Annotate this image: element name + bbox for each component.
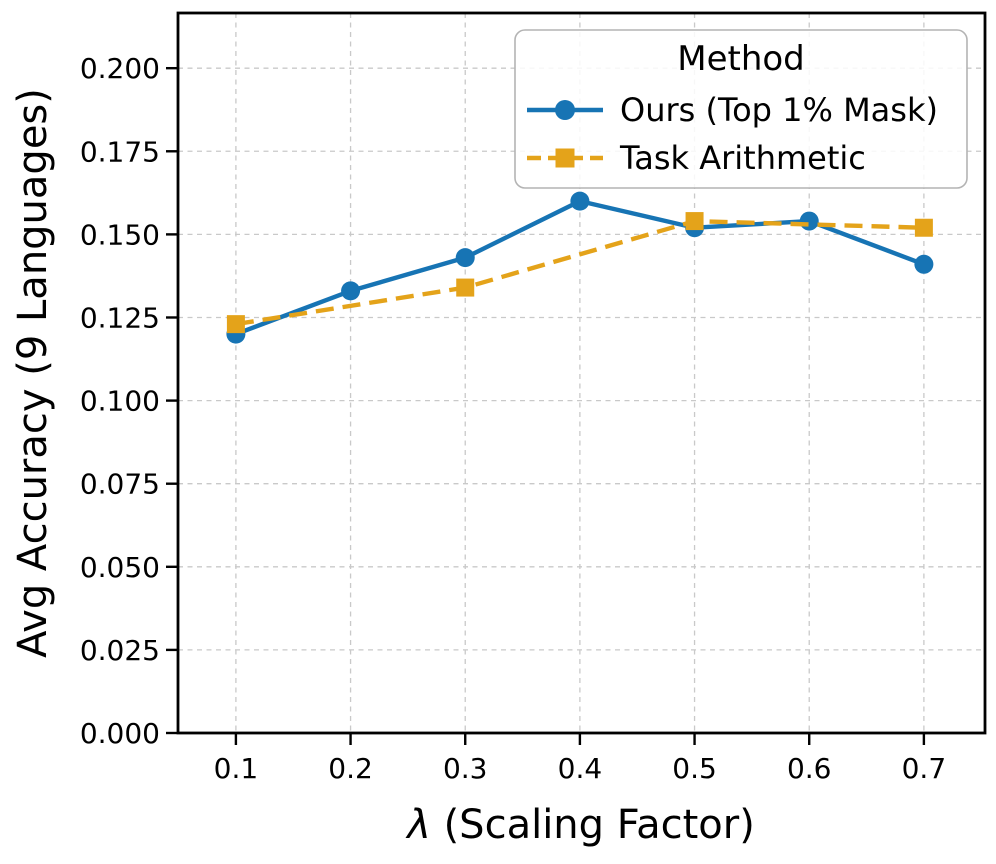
y-tick-label: 0.150 — [80, 218, 160, 251]
data-point-ours-top-1-mask — [455, 248, 475, 268]
x-tick-label: 0.2 — [328, 752, 373, 785]
y-tick-label: 0.075 — [80, 468, 160, 501]
series-line-ours-top-1-mask — [235, 198, 925, 337]
data-point-task-arithmetic — [456, 278, 475, 297]
plot-border — [176, 11, 987, 735]
data-point-ours-top-1-mask — [341, 281, 361, 301]
grid-layer — [178, 13, 985, 734]
data-point-ours-top-1-mask — [799, 211, 819, 231]
axis-layer: 0.1 0.2 0.3 0.4 0.5 0.6 0.7 0.000 0.025 0.050 0.07… — [80, 11, 987, 785]
data-point-task-arithmetic — [914, 218, 933, 237]
y-tick-label: 0.050 — [80, 551, 160, 584]
x-tick-label: 0.1 — [214, 752, 259, 785]
y-tick-label: 0.025 — [80, 634, 160, 667]
series-line-task-arithmetic — [235, 218, 924, 327]
legend-layer: Ours (Top 1% Mask) Task Arithmetic — [514, 29, 968, 189]
legend-item-label-ours-top-1-mask: Ours (Top 1% Mask) — [620, 91, 938, 129]
series-layer — [226, 191, 934, 344]
data-point-task-arithmetic — [685, 212, 704, 231]
x-tick-label: 0.7 — [902, 752, 947, 785]
y-tick-label: 0.100 — [80, 385, 160, 418]
legend-marker-task-arithmetic — [555, 148, 575, 168]
y-tick-label: 0.200 — [80, 52, 160, 85]
legend-marker-ours-top-1-mask — [555, 100, 575, 120]
y-tick-label: 0.000 — [80, 717, 160, 750]
data-point-task-arithmetic — [226, 315, 245, 334]
y-axis-label: Avg Accuracy (9 Languages) — [10, 88, 56, 658]
x-tick-label: 0.4 — [558, 752, 603, 785]
legend-item-label-task-arithmetic: Task Arithmetic — [619, 139, 866, 177]
x-tick-label: 0.6 — [787, 752, 832, 785]
y-tick-label: 0.125 — [80, 301, 160, 334]
x-axis-label: λ (Scaling Factor) — [405, 802, 755, 848]
legend-box — [514, 29, 968, 189]
legend-title: Method — [677, 39, 805, 79]
x-tick-label: 0.3 — [443, 752, 488, 785]
x-tick-label: 0.5 — [672, 752, 717, 785]
data-point-ours-top-1-mask — [914, 254, 934, 274]
lambda-symbol: λ — [405, 802, 431, 848]
data-point-ours-top-1-mask — [570, 191, 590, 211]
x-axis-label-rest: (Scaling Factor) — [431, 802, 755, 848]
y-tick-label: 0.175 — [80, 135, 160, 168]
